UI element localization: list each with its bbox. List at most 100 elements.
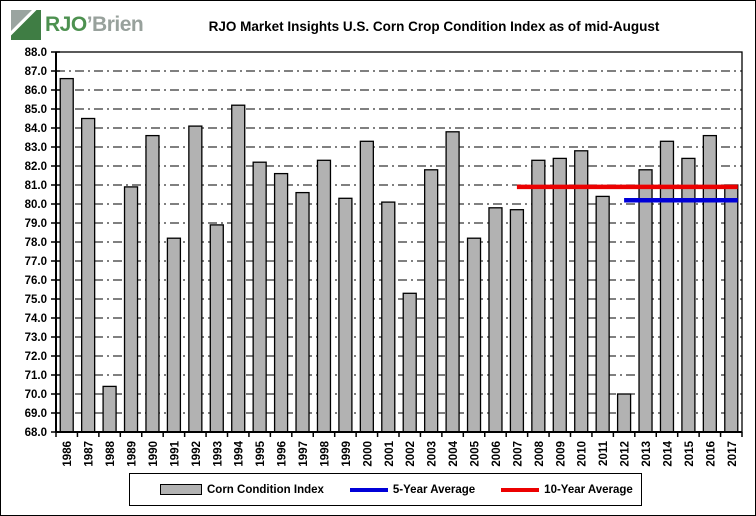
bar-2016 [702,134,717,433]
bar-2002 [402,292,417,433]
x-axis-label-2000: 2000 [362,441,374,467]
bar-2012 [616,393,632,433]
bar-2004 [445,131,460,433]
bar-2017 [724,184,739,433]
legend-label-10-year-average: 10-Year Average [544,483,633,496]
y-axis-label-85: 85.0 [25,104,47,116]
x-axis-label-2010: 2010 [577,441,589,467]
bar-2000 [359,140,374,433]
x-axis-label-2017: 2017 [727,441,739,467]
x-axis-label-2008: 2008 [534,440,546,466]
chart-legend: Corn Condition Index 5-Year Average 10-Y… [129,473,642,506]
bar-1996 [273,172,289,433]
bar-2006 [488,207,503,433]
legend-label-5-year-average: 5-Year Average [392,483,476,496]
x-axis-label-1996: 1996 [277,441,289,467]
x-axis-label-2003: 2003 [427,441,439,467]
x-axis-label-1987: 1987 [84,441,96,467]
x-axis-label-2007: 2007 [512,441,524,467]
y-axis-label-68: 68.0 [25,427,47,439]
x-axis-label-1990: 1990 [148,441,160,467]
y-axis-label-70: 70.0 [25,389,47,401]
rjobrien-logo-icon [11,10,41,40]
y-axis-label-86: 86.0 [25,85,47,97]
red-line-swatch-icon [501,487,540,492]
y-axis-label-81: 81.0 [25,180,47,192]
legend-item-10-year-average: 10-Year Average [501,484,633,496]
bar-2003 [424,169,439,433]
bar-1991 [166,237,182,433]
y-axis-label-87: 87.0 [25,66,47,78]
x-axis-label-2001: 2001 [384,440,396,466]
x-axis-label-1989: 1989 [127,441,139,467]
bar-1987 [81,117,96,433]
bar-1997 [295,191,310,433]
legend-item-corn-condition-index: Corn Condition Index [160,484,324,496]
x-axis-label-1997: 1997 [298,441,310,467]
y-axis-label-71: 71.0 [25,370,47,382]
x-axis-label-2014: 2014 [662,440,674,466]
bar-1989 [123,186,139,433]
x-axis-label-2005: 2005 [470,440,482,466]
bar-1994 [231,104,246,433]
x-axis-label-2006: 2006 [491,441,503,467]
bar-1993 [209,224,224,433]
x-axis-label-1991: 1991 [169,440,181,466]
bar-1999 [338,197,353,433]
bar-1992 [188,125,203,433]
y-axis-label-73: 73.0 [25,332,47,344]
x-axis-label-2016: 2016 [705,441,717,467]
blue-line-swatch-icon [349,487,388,492]
y-axis-label-84: 84.0 [25,123,47,135]
bar-2008 [531,159,546,433]
x-axis-label-1993: 1993 [212,441,224,467]
bar-2007 [509,209,525,433]
bar-2001 [381,201,396,433]
y-axis-label-74: 74.0 [25,313,47,325]
logo-text-brien: ’Brien [86,13,144,36]
x-axis-label-2009: 2009 [555,441,567,467]
chart-title: RJO Market Insights U.S. Corn Crop Condi… [208,19,660,34]
bar-1988 [102,385,117,433]
x-axis-label-1986: 1986 [62,441,74,467]
x-axis-label-1994: 1994 [234,440,246,466]
y-axis-label-80: 80.0 [25,199,47,211]
y-axis-label-83: 83.0 [25,142,47,154]
bar-2013 [638,169,653,433]
x-axis-label-2015: 2015 [684,440,696,466]
y-axis-label-69: 69.0 [25,408,47,420]
legend-item-5-year-average: 5-Year Average [349,483,476,496]
y-axis-label-79: 79.0 [25,218,47,230]
bar-1998 [316,159,332,433]
y-axis-label-88: 88.0 [25,47,47,59]
y-axis-label-78: 78.0 [25,237,47,249]
y-axis-label-82: 82.0 [25,161,47,173]
bar-2005 [466,237,482,433]
x-axis-label-2011: 2011 [598,440,610,466]
x-axis-label-1988: 1988 [105,440,117,466]
x-axis-label-1992: 1992 [191,441,203,467]
bar-1990 [145,134,160,433]
legend-label-corn-condition-index: Corn Condition Index [207,483,324,496]
y-axis-label-72: 72.0 [25,351,47,363]
y-axis-label-77: 77.0 [25,256,47,268]
x-axis-label-1999: 1999 [341,441,353,467]
y-axis-label-75: 75.0 [25,294,47,306]
y-axis-label-76: 76.0 [25,275,47,287]
x-axis-label-2004: 2004 [448,440,460,466]
x-axis-label-2013: 2013 [641,441,653,467]
rjobrien-logo: RJO’Brien [11,10,144,40]
x-axis-label-1995: 1995 [255,440,267,466]
gray-bar-swatch-icon [160,484,202,495]
logo-text-rjo: RJO [45,13,87,36]
bar-2010 [574,150,589,433]
bar-1986 [59,77,74,433]
x-axis-label-1998: 1998 [319,440,331,466]
x-axis-label-2012: 2012 [620,441,632,467]
x-axis-label-2002: 2002 [405,441,417,467]
bar-1995 [252,161,267,433]
bar-2011 [595,195,610,433]
rjobrien-logo-text: RJO’Brien [45,10,144,40]
